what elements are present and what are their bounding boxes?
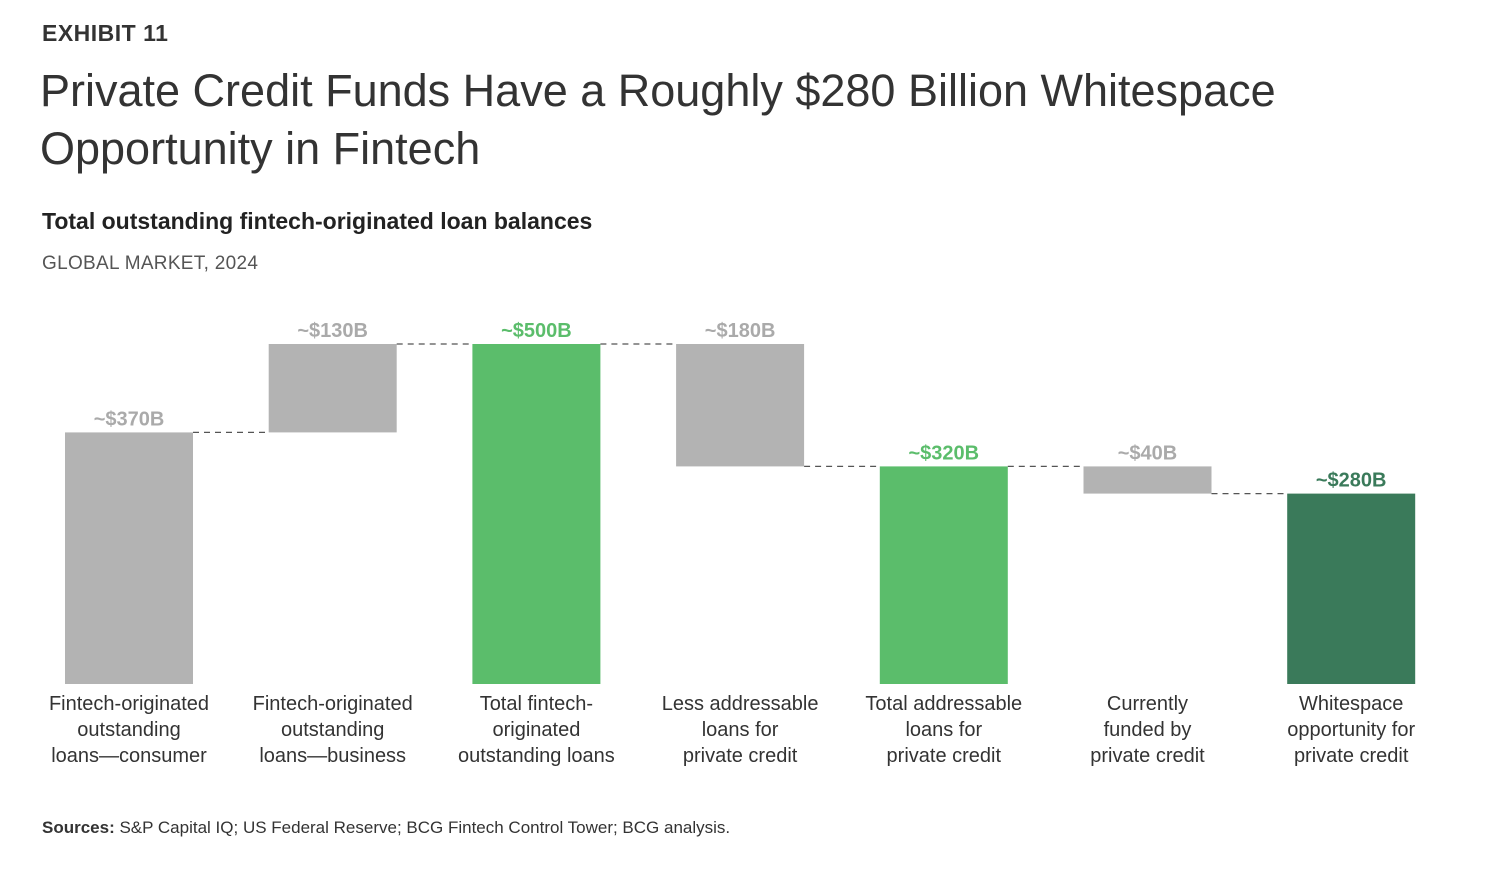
category-label-line: Total fintech- — [479, 693, 594, 715]
category-label-total-addressable: Total addressable loans for private credit — [844, 691, 1044, 769]
category-label-line: outstanding loans — [457, 745, 615, 767]
category-label-line: opportunity for — [1287, 719, 1416, 741]
category-label-line: loans for — [701, 719, 779, 741]
category-label-line: private credit — [1090, 745, 1205, 767]
category-label-line: private credit — [682, 745, 798, 767]
category-label-line: Total addressable — [865, 693, 1023, 715]
category-label-line: outstanding — [280, 719, 385, 741]
category-label-line: Whitespace — [1298, 693, 1404, 715]
bar-value-label-6: ~$280B — [1316, 470, 1387, 492]
category-label-line: funded by — [1103, 719, 1192, 741]
chart-subtitle: Total outstanding fintech-originated loa… — [42, 208, 593, 234]
category-label-total: Total fintech-originated outstanding loan… — [436, 691, 636, 769]
category-label-line: loans for — [905, 719, 983, 741]
category-label-line: private credit — [886, 745, 1002, 767]
bar-value-label-2: ~$500B — [501, 320, 572, 342]
sources-label: Sources: — [42, 818, 115, 837]
bar-6 — [1287, 493, 1416, 684]
bar-value-label-1: ~$130B — [297, 320, 368, 342]
bar-value-label-0: ~$370B — [94, 408, 165, 430]
category-label-whitespace: Whitespace opportunity for private credit — [1251, 691, 1451, 769]
category-label-line: outstanding — [77, 719, 181, 741]
category-label-consumer: Fintech-originated outstanding loans—consu… — [29, 691, 229, 769]
category-label-business: Fintech-originated outstanding loans—busin… — [233, 691, 433, 769]
page-title: Private Credit Funds Have a Roughly $280… — [40, 65, 1276, 174]
category-label-currently-funded: Currently funded by private credit — [1048, 691, 1248, 769]
category-label-line: Less addressable — [661, 693, 819, 715]
category-label-line: Currently — [1106, 693, 1189, 715]
bar-1 — [268, 344, 397, 433]
market-label: GLOBAL MARKET, 2024 — [42, 253, 259, 274]
bar-value-label-3: ~$180B — [705, 320, 776, 342]
bar-0 — [65, 432, 193, 684]
sources-note: Sources: S&P Capital IQ; US Federal Rese… — [42, 818, 730, 838]
exhibit-label: EXHIBIT 11 — [42, 20, 169, 46]
sources-text: S&P Capital IQ; US Federal Reserve; BCG … — [114, 818, 731, 837]
category-label-line: loans—consumer — [51, 745, 207, 767]
bar-5 — [1083, 466, 1212, 494]
bar-value-label-5: ~$40B — [1118, 442, 1178, 464]
category-label-line: originated — [492, 719, 581, 741]
category-label-line: Fintech-originated — [48, 693, 210, 715]
bar-value-label-4: ~$320B — [908, 442, 979, 464]
bar-4 — [879, 466, 1008, 684]
category-label-line: loans—business — [259, 745, 407, 767]
waterfall-chart: ~$370B ~$130B ~$500B ~$180B ~$320B ~$40B ~$280… — [65, 320, 1416, 684]
category-label-less-addressable: Less addressable loans for private credit — [640, 691, 840, 769]
bar-3 — [676, 344, 805, 467]
category-label-line: Fintech-originated — [252, 693, 413, 715]
bar-2 — [472, 344, 601, 684]
category-label-line: private credit — [1293, 745, 1409, 767]
